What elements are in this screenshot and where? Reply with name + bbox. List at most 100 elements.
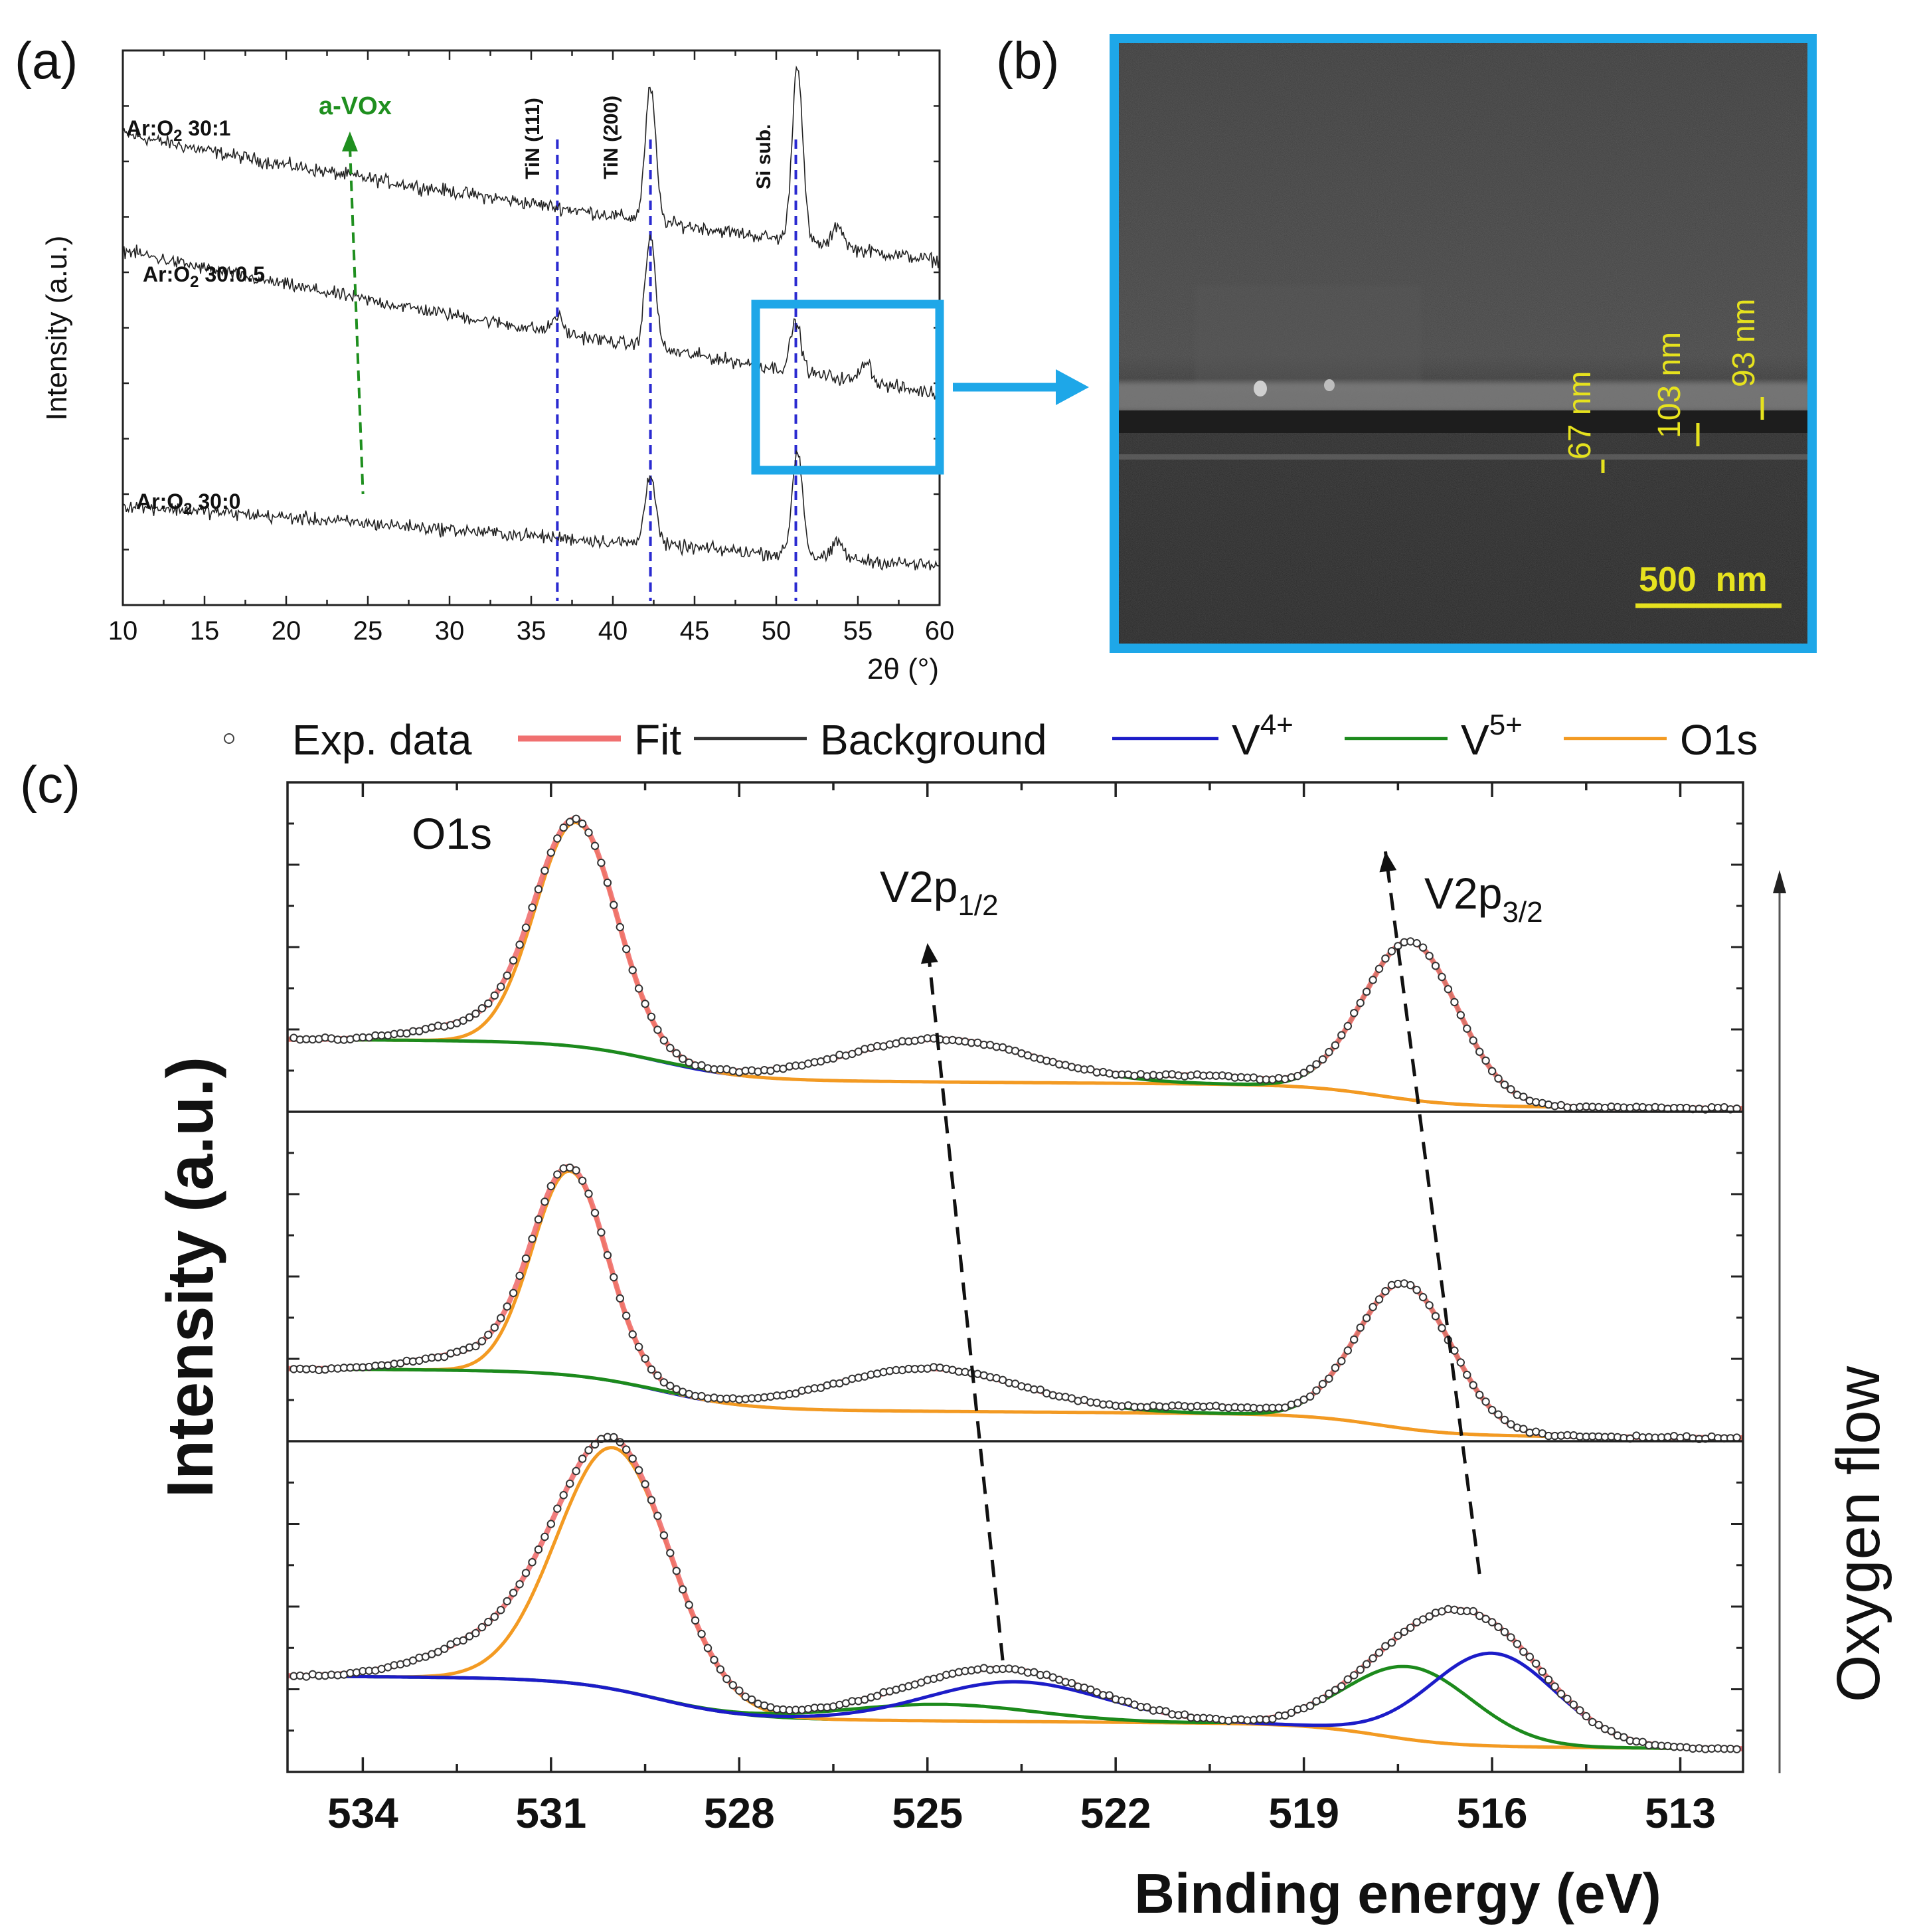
xps-data-point <box>1394 1631 1402 1640</box>
xps-data-point <box>1418 1615 1428 1624</box>
xrd-x-tick-label: 25 <box>353 616 383 646</box>
ref-line-label-tin200: TiN (200) <box>600 96 622 179</box>
peak-label-v2p12: V2p1/2 <box>880 862 999 922</box>
xps-x-tick-label: 531 <box>515 1789 586 1837</box>
xrd-axis-ticks: 10 15 20 25 30 35 40 45 50 55 60 <box>108 50 954 646</box>
xps-data-point <box>1406 1280 1415 1290</box>
xps-data-point <box>1500 1081 1509 1089</box>
xps-data-point <box>459 1016 467 1025</box>
xps-data-point <box>1438 1324 1446 1332</box>
xps-data-point <box>1438 972 1446 982</box>
xps-data-point <box>572 1166 580 1175</box>
scalebar-label: 500 nm <box>1639 561 1768 599</box>
xps-data-point <box>1343 1675 1353 1684</box>
legend-label-fit: Fit <box>634 716 681 764</box>
xps-data-point <box>728 1681 738 1690</box>
thickness-label-103: 103 nm <box>1652 332 1687 438</box>
xps-data-point <box>1356 1323 1365 1332</box>
xps-data-point <box>471 1342 480 1351</box>
xps-panel: Exp. data Fit Background V4+ V5+ O1s O1s V2p1… <box>153 709 1892 1925</box>
ref-line-label-si: Si sub. <box>753 124 775 189</box>
xps-data-point <box>1375 1295 1384 1304</box>
xps-data-point <box>1299 1395 1308 1404</box>
sem-film-layer <box>1114 382 1812 412</box>
xps-data-point <box>1507 1633 1515 1642</box>
xps-data-point <box>1431 1312 1440 1321</box>
xps-data-point <box>1469 1381 1477 1389</box>
xps-data-point <box>528 903 537 912</box>
xps-data-point <box>829 1054 838 1063</box>
xps-data-point <box>1299 1069 1308 1077</box>
xps-data-point <box>484 1330 493 1340</box>
xps-data-point <box>691 1616 700 1625</box>
xrd-x-tick-label: 45 <box>680 616 710 646</box>
xps-data-point <box>578 1176 587 1186</box>
xps-data-point <box>578 820 587 828</box>
xps-data-point <box>490 991 499 1000</box>
xps-data-point <box>672 1049 681 1058</box>
peak-label-o1s: O1s <box>412 809 492 858</box>
thickness-label-67: 67 nm <box>1562 371 1598 460</box>
xps-data-point <box>590 1209 600 1217</box>
xps-data-point <box>459 1636 467 1645</box>
xps-data-point <box>590 841 600 850</box>
xps-data-point <box>1418 943 1428 952</box>
panel-label-a: (a) <box>15 31 78 90</box>
sem-particle <box>1324 379 1335 391</box>
xps-data-point <box>1444 985 1453 994</box>
xps-data-point <box>1582 1712 1591 1721</box>
xrd-x-tick-label: 50 <box>762 616 792 646</box>
xrd-series-line <box>122 234 940 400</box>
xps-data-point <box>1375 1648 1384 1657</box>
xps-data-point <box>1331 1363 1340 1372</box>
xps-data-point <box>553 1504 562 1513</box>
xps-data-point <box>1362 1660 1371 1668</box>
xps-data-point <box>1500 1628 1509 1636</box>
xps-data-point <box>1469 1607 1477 1616</box>
xps-data-point <box>1362 988 1371 996</box>
xps-data-point <box>1325 1374 1333 1383</box>
xps-data-point <box>1375 964 1384 974</box>
xps-data-point <box>1607 1727 1616 1735</box>
xps-x-axis-label: Binding energy (eV) <box>1134 1862 1661 1925</box>
xrd-reference-lines <box>556 139 797 601</box>
xps-data-point <box>490 1323 499 1332</box>
xps-data-point <box>541 1197 549 1206</box>
xps-data-point <box>1337 1682 1346 1691</box>
xps-data-point <box>616 922 624 932</box>
peak-label-v2p32: V2p3/2 <box>1424 869 1543 928</box>
xps-data-point <box>647 1365 656 1374</box>
xps-data-point <box>1086 1065 1095 1074</box>
xps-o1s-component <box>288 820 1743 1110</box>
xps-data-point <box>534 885 543 894</box>
xps-data-point <box>622 1311 631 1320</box>
legend-label-marker: Exp. data <box>292 716 472 764</box>
xps-data-point <box>1369 976 1377 984</box>
xps-data-point <box>641 1000 649 1008</box>
xps-legend: Exp. data Fit Background V4+ V5+ O1s <box>224 709 1758 764</box>
xps-data-point <box>434 1648 442 1656</box>
sem-bright-region <box>1195 286 1421 392</box>
xps-data-point <box>1350 1335 1359 1344</box>
xps-data-point <box>1732 1745 1741 1754</box>
xps-data-point <box>628 1330 637 1339</box>
xps-data-point <box>1312 1386 1321 1395</box>
xps-plot-frame <box>286 781 1744 1773</box>
xrd-series-label-2: Ar:O2 30:0.5 <box>143 262 265 291</box>
xps-data-point <box>1318 1379 1327 1389</box>
xps-data-point <box>546 1182 555 1191</box>
xps-data-point <box>1337 1357 1346 1365</box>
xps-data-point <box>1594 1721 1603 1729</box>
xps-data-point <box>509 1288 518 1298</box>
xps-data-point <box>484 1617 493 1626</box>
xps-data-point <box>1369 1302 1377 1312</box>
xps-trend-lines <box>920 851 1481 1661</box>
xps-data-point <box>509 1589 518 1597</box>
xps-data-point <box>1525 1652 1535 1661</box>
xps-data-point <box>1475 1047 1484 1056</box>
xps-data-point <box>541 1532 549 1541</box>
xps-data-point <box>1387 1638 1396 1647</box>
xps-data-point <box>1563 1694 1572 1704</box>
legend-label-o1s: O1s <box>1680 716 1758 764</box>
xps-data-point <box>1456 1358 1465 1367</box>
